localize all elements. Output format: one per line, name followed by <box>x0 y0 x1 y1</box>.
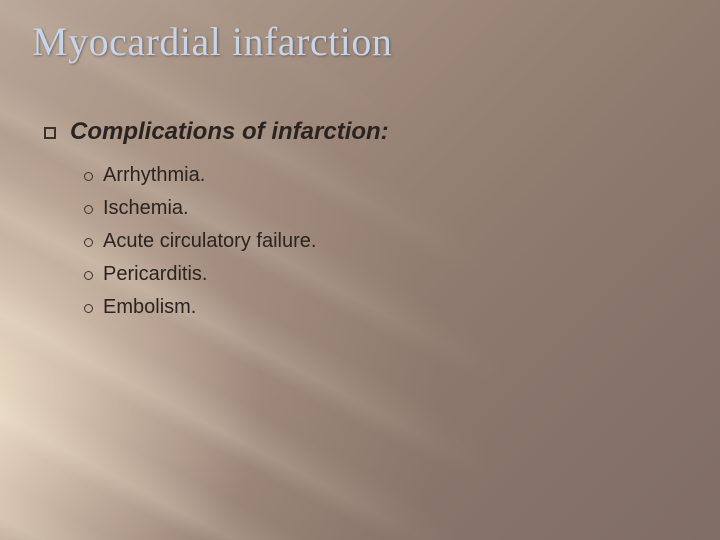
slide-title: Myocardial infarction <box>32 18 392 65</box>
list-item: Arrhythmia. <box>84 164 389 187</box>
circle-bullet-icon <box>84 172 93 181</box>
item-list: Arrhythmia. Ischemia. Acute circulatory … <box>84 164 389 319</box>
circle-bullet-icon <box>84 304 93 313</box>
circle-bullet-icon <box>84 271 93 280</box>
circle-bullet-icon <box>84 205 93 214</box>
list-item: Pericarditis. <box>84 263 389 286</box>
list-item: Ischemia. <box>84 197 389 220</box>
item-text: Embolism. <box>103 296 196 319</box>
square-bullet-icon <box>44 127 56 139</box>
item-text: Pericarditis. <box>103 263 207 286</box>
circle-bullet-icon <box>84 238 93 247</box>
slide-content: Complications of infarction: Arrhythmia.… <box>44 118 389 329</box>
item-text: Acute circulatory failure. <box>103 230 316 253</box>
item-text: Ischemia. <box>103 197 189 220</box>
list-item: Acute circulatory failure. <box>84 230 389 253</box>
heading-text: Complications of infarction: <box>70 118 389 146</box>
item-text: Arrhythmia. <box>103 164 205 187</box>
list-item: Embolism. <box>84 296 389 319</box>
heading-row: Complications of infarction: <box>44 118 389 146</box>
slide: Myocardial infarction Complications of i… <box>0 0 720 540</box>
